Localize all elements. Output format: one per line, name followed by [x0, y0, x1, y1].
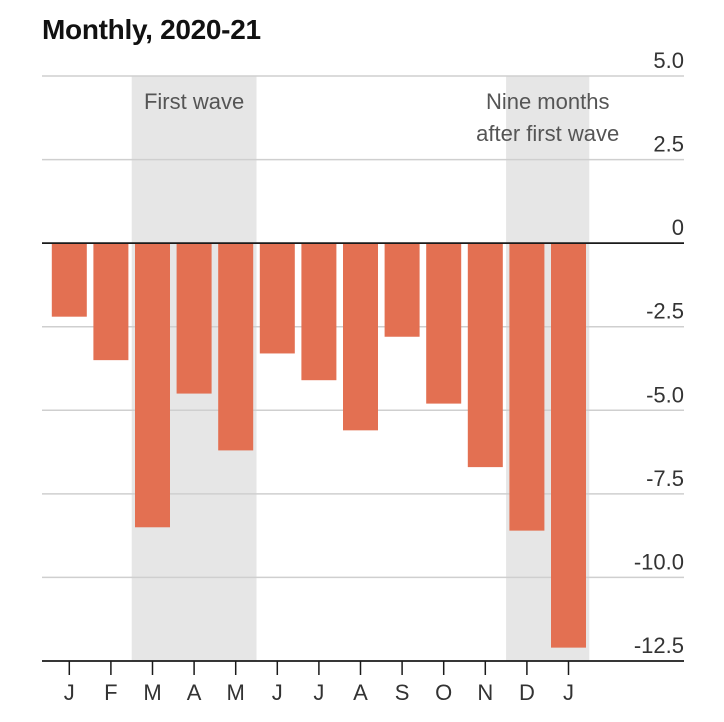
chart-title: Monthly, 2020-21: [42, 14, 261, 45]
x-tick-label: J: [313, 680, 324, 705]
x-tick-label: D: [519, 680, 535, 705]
x-tick-label: M: [227, 680, 245, 705]
bar: [551, 243, 586, 648]
x-tick-label: J: [64, 680, 75, 705]
shade-annotation: Nine months: [486, 89, 610, 114]
bar: [301, 243, 337, 381]
bar: [509, 243, 545, 531]
bar: [93, 243, 129, 361]
x-tick-label: A: [353, 680, 368, 705]
shade-annotation: First wave: [144, 89, 244, 114]
axis-labels: 5.02.50-2.5-5.0-7.5-10.0-12.5J F M A M J J A S O N…: [64, 48, 684, 705]
shade-annotation: after first wave: [476, 121, 619, 146]
x-tick-label: O: [435, 680, 452, 705]
bar: [176, 243, 212, 394]
y-tick-label: -2.5: [646, 299, 684, 324]
y-tick-label: 0: [672, 215, 684, 240]
bar: [384, 243, 420, 337]
y-tick-label: 2.5: [653, 132, 684, 157]
axes: [42, 242, 684, 675]
y-tick-label: -5.0: [646, 382, 684, 407]
bar: [135, 243, 170, 528]
bar: [426, 243, 462, 404]
y-tick-label: -10.0: [634, 549, 684, 574]
bar: [343, 243, 378, 431]
bar: [259, 243, 295, 354]
bars: [51, 243, 586, 648]
x-tick-label: N: [477, 680, 493, 705]
bar: [467, 243, 503, 468]
y-tick-label: -7.5: [646, 466, 684, 491]
x-tick-label: J: [563, 680, 574, 705]
bar: [51, 243, 87, 317]
y-tick-label: -12.5: [634, 633, 684, 658]
y-tick-label: 5.0: [653, 48, 684, 73]
bar: [218, 243, 254, 451]
x-tick-label: A: [187, 680, 202, 705]
x-tick-label: M: [143, 680, 161, 705]
x-tick-label: F: [104, 680, 117, 705]
x-tick-label: J: [272, 680, 283, 705]
x-tick-label: S: [395, 680, 410, 705]
